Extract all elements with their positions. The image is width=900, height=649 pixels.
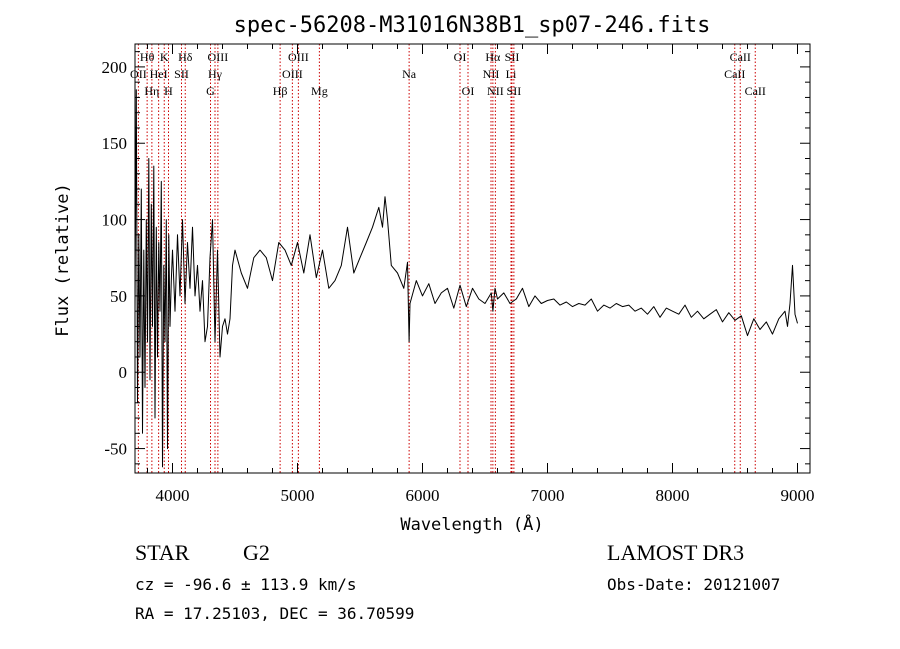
y-tick-label: 100	[102, 211, 128, 230]
spectral-line-label: G	[206, 84, 215, 98]
chart-title: spec-56208-M31016N38B1_sp07-246.fits	[234, 13, 711, 38]
x-tick-label: 6000	[406, 486, 440, 505]
spectral-line-label: OI	[462, 84, 475, 98]
spectrum-line	[134, 89, 798, 468]
spectral-line-label: OIII	[282, 67, 303, 81]
spectral-line-label: OIII	[288, 50, 309, 64]
spectral-line-label: Hγ	[208, 67, 223, 81]
spectral-line-label: Na	[402, 67, 417, 81]
observation-date: Obs-Date: 20121007	[607, 575, 781, 594]
spectral-line-label: Hδ	[178, 50, 193, 64]
spectral-line-label: Hη	[144, 84, 159, 98]
y-tick-label: 50	[110, 287, 127, 306]
y-tick-label: 200	[102, 58, 128, 77]
spectral-line-label: K	[160, 50, 169, 64]
x-tick-label: 7000	[531, 486, 565, 505]
object-subclass: G2	[243, 540, 270, 565]
spectral-line-label: Mg	[311, 84, 328, 98]
spectral-line-label: CaII	[745, 84, 766, 98]
spectral-line-label: SII	[507, 84, 522, 98]
y-tick-label: -50	[104, 440, 127, 459]
spectral-line-label: Hθ	[140, 50, 155, 64]
spectral-line-label: HeI	[150, 67, 168, 81]
plot-axes: 4000 5000 6000 7000 8000 9000 -50 0 50 100 150 200	[102, 43, 815, 505]
spectral-line-label: Li	[506, 67, 517, 81]
spectral-line-label: SII	[174, 67, 189, 81]
spectral-line-label: CaII	[730, 50, 751, 64]
y-axis-label: Flux (relative)	[53, 183, 73, 337]
spectral-line-label: H	[164, 84, 173, 98]
redshift-velocity: cz = -96.6 ± 113.9 km/s	[135, 575, 357, 594]
spectral-line-label: SII	[505, 50, 520, 64]
x-axis-label: Wavelength (Å)	[400, 513, 543, 535]
spectral-line-label: NII	[483, 67, 500, 81]
spectral-line-label: OIII	[208, 50, 229, 64]
object-class: STAR	[135, 540, 190, 565]
spectral-line-label: Hβ	[273, 84, 288, 98]
x-tick-label: 8000	[656, 486, 690, 505]
spectral-line-label: NII	[487, 84, 504, 98]
sky-coordinates: RA = 17.25103, DEC = 36.70599	[135, 604, 415, 623]
spectrum-series	[134, 89, 798, 468]
y-tick-label: 0	[119, 363, 128, 382]
y-tick-label: 150	[102, 134, 128, 153]
spectral-line-label: OI	[454, 50, 467, 64]
plot-frame	[134, 43, 811, 474]
x-tick-label: 5000	[281, 486, 315, 505]
spectral-line-label: Hα	[485, 50, 501, 64]
spectral-line-label: CaII	[724, 67, 745, 81]
survey-name: LAMOST DR3	[607, 540, 745, 565]
spectral-line-markers: OIIHθHηHeIKHSIIHδGHγOIIIHβOIIIOIIIMgNaOI…	[130, 44, 766, 473]
spectral-line-label: OII	[130, 67, 147, 81]
x-tick-label: 4000	[156, 486, 190, 505]
x-tick-label: 9000	[781, 486, 815, 505]
